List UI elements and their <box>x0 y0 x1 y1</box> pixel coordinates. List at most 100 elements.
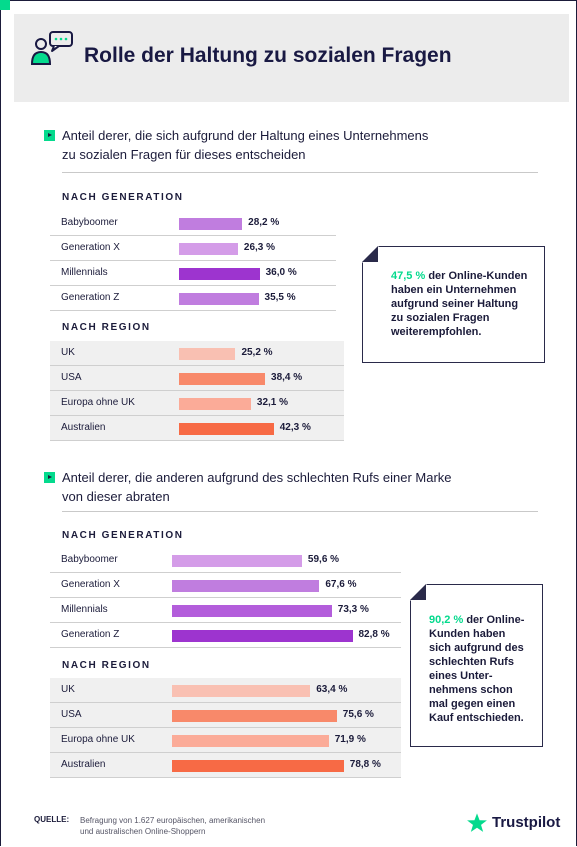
category-label: UK <box>61 347 75 358</box>
bar-row: UK 63,4 % <box>50 678 401 703</box>
bar <box>172 555 302 567</box>
value-label: 71,9 % <box>334 734 366 745</box>
section-1-question: Anteil derer, die sich aufgrund der Halt… <box>62 126 428 164</box>
row-separator <box>50 390 344 391</box>
callout-note-2-line: der Online- <box>466 614 525 626</box>
bar-row: Generation Z 35,5 % <box>50 286 336 311</box>
callout-note-2-line: eines Unter- <box>429 670 493 682</box>
value-label: 25,2 % <box>241 347 273 358</box>
bar <box>179 348 236 360</box>
chart-1-group-1-label: NACH GENERATION <box>62 192 184 203</box>
section-2-question-line-2: von dieser abraten <box>62 489 170 504</box>
header-band <box>14 14 569 102</box>
value-label: 78,8 % <box>349 759 381 770</box>
value-label: 38,4 % <box>271 372 303 383</box>
row-separator <box>50 260 336 261</box>
value-label: 36,0 % <box>265 267 297 278</box>
category-label: Europa ohne UK <box>61 734 135 745</box>
bar-row: Millennials 73,3 % <box>50 598 401 623</box>
category-label: USA <box>61 372 82 383</box>
value-label: 42,3 % <box>279 422 311 433</box>
bar <box>179 373 266 385</box>
page-title: Rolle der Haltung zu sozialen Fragen <box>84 44 452 67</box>
callout-note-2-line: nehmens schon <box>429 684 513 696</box>
bar-row: USA 75,6 % <box>50 703 401 728</box>
trustpilot-logo: Trustpilot <box>466 812 566 834</box>
value-label: 73,3 % <box>337 604 369 615</box>
bar <box>172 735 329 747</box>
source-line-2: und australischen Online-Shoppern <box>80 827 206 836</box>
bar-row: Millennials 36,0 % <box>50 261 336 286</box>
callout-note-2: 90,2 % der Online- Kunden haben sich auf… <box>410 584 543 747</box>
value-label: 59,6 % <box>307 554 340 565</box>
bar <box>172 580 320 592</box>
category-label: Millennials <box>61 267 108 278</box>
row-separator <box>50 365 344 366</box>
bar <box>172 630 353 642</box>
trustpilot-wordmark: Trustpilot <box>492 814 561 831</box>
row-separator <box>50 235 336 236</box>
bar-row: Europa ohne UK 32,1 % <box>50 391 344 416</box>
value-label: 28,2 % <box>248 217 280 228</box>
bar-row: Australien 42,3 % <box>50 416 344 441</box>
row-separator <box>50 597 401 598</box>
callout-note-2-line: Kauf entschieden. <box>429 712 524 724</box>
callout-note-2-line: schlechten Rufs <box>429 656 514 668</box>
play-icon <box>44 472 55 483</box>
category-label: Generation X <box>61 579 120 590</box>
chart-2-group-1-label: NACH GENERATION <box>62 530 184 541</box>
bar <box>179 398 251 410</box>
category-label: Europa ohne UK <box>61 397 135 408</box>
bar <box>179 293 259 305</box>
section-1-question-line-2: zu sozialen Fragen für dieses entscheide… <box>62 147 306 162</box>
value-label: 32,1 % <box>256 397 289 408</box>
category-label: Millennials <box>61 604 108 615</box>
bar-row: Generation X 26,3 % <box>50 236 336 261</box>
category-label: Generation Z <box>61 292 120 303</box>
chart-2-group-2-label: NACH REGION <box>62 660 151 671</box>
category-label: USA <box>61 709 82 720</box>
callout-note-1-line: der Online-Kunden <box>428 270 528 282</box>
callout-note-2-line: sich aufgrund des <box>429 642 524 654</box>
bar <box>172 685 311 697</box>
row-separator <box>50 702 401 703</box>
row-separator <box>50 285 336 286</box>
callout-note-1-line: haben ein Unternehmen <box>391 284 517 296</box>
value-label: 75,6 % <box>342 709 374 720</box>
callout-note-2-line: Kunden haben <box>429 628 506 640</box>
value-label: 82,8 % <box>358 629 390 640</box>
category-label: Generation X <box>61 242 120 253</box>
bar <box>179 268 260 280</box>
category-label: Generation Z <box>61 629 120 640</box>
category-label: Australien <box>61 422 106 433</box>
row-separator <box>50 622 401 623</box>
bar <box>179 423 274 435</box>
bar <box>172 760 344 772</box>
source-line-1: Befragung von 1.627 europäischen, amerik… <box>80 816 266 825</box>
callout-note-2-text: 90,2 % der Online- Kunden haben sich auf… <box>429 613 524 725</box>
chart-1-group-2-label: NACH REGION <box>62 322 151 333</box>
callout-note-2-highlight: 90,2 % <box>429 614 464 626</box>
category-label: Australien <box>61 759 106 770</box>
bar <box>179 243 238 255</box>
star-icon <box>467 813 487 832</box>
callout-note-1-line: zu sozialen Fragen <box>391 312 490 324</box>
row-separator <box>50 752 401 753</box>
callout-note-1-line: aufgrund seiner Haltung <box>391 298 519 310</box>
bar <box>172 605 332 617</box>
bar-row: Europa ohne UK 71,9 % <box>50 728 401 753</box>
callout-note-2-line: mal gegen einen <box>429 698 516 710</box>
section-2-question: Anteil derer, die anderen aufgrund des s… <box>62 468 452 506</box>
row-separator <box>50 415 344 416</box>
source-text: Befragung von 1.627 europäischen, amerik… <box>80 815 265 837</box>
value-label: 26,3 % <box>243 242 276 253</box>
row-separator <box>50 310 336 311</box>
section-1-question-line-1: Anteil derer, die sich aufgrund der Halt… <box>62 128 429 143</box>
callout-note-1-line: weiterempfohlen. <box>391 326 482 338</box>
source-label: QUELLE: <box>34 815 70 824</box>
row-separator <box>50 572 401 573</box>
value-label: 67,6 % <box>325 579 357 590</box>
callout-note-1-text: 47,5 % der Online-Kunden haben ein Unter… <box>391 269 527 339</box>
bar <box>179 218 243 230</box>
callout-note-1-highlight: 47,5 % <box>391 270 426 282</box>
